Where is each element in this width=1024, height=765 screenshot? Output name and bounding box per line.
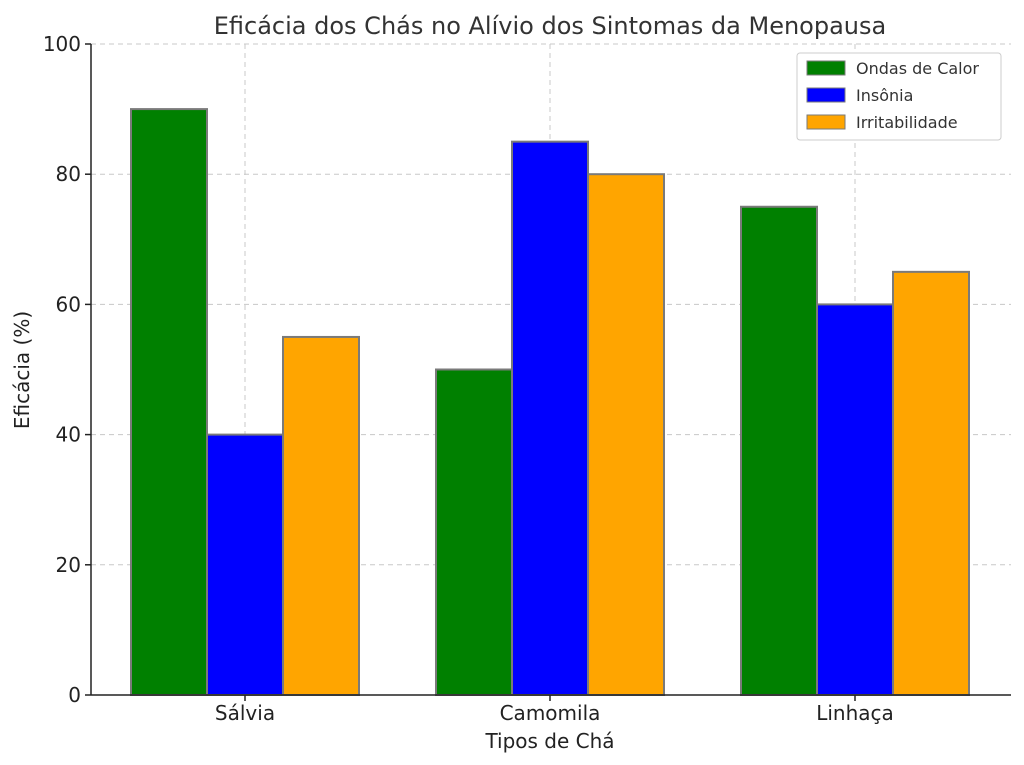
y-tick-label: 20: [56, 553, 81, 577]
legend-entry: Insônia: [856, 86, 913, 105]
bar-ondas-de-calor-2: [740, 205, 818, 696]
y-tick-label: 60: [56, 292, 81, 316]
y-axis-label: Eficácia (%): [10, 311, 34, 429]
chart-title: Eficácia dos Chás no Alívio dos Sintomas…: [214, 12, 886, 40]
bar-ondas-de-calor-1: [435, 368, 513, 696]
legend-entry: Irritabilidade: [856, 113, 958, 132]
bar-insônia-2: [816, 303, 894, 696]
bars: [130, 108, 970, 697]
y-tick-label: 0: [68, 683, 81, 707]
bar-ondas-de-calor-0: [130, 108, 208, 697]
x-tick-label: Sálvia: [215, 701, 275, 725]
y-tick-label: 40: [56, 423, 81, 447]
legend-entry: Ondas de Calor: [856, 59, 979, 78]
bar-irritabilidade-1: [587, 173, 665, 696]
y-tick-labels: 0 20 40 60 80 100: [43, 32, 91, 707]
x-axis-label: Tipos de Chá: [484, 729, 614, 753]
y-tick-label: 80: [56, 162, 81, 186]
y-tick-label: 100: [43, 32, 81, 56]
bar-insônia-1: [511, 140, 589, 696]
bar-irritabilidade-2: [892, 270, 970, 696]
legend-swatch: [806, 114, 846, 130]
x-tick-labels: Sálvia Camomila Linhaça: [215, 695, 894, 725]
x-tick-label: Linhaça: [816, 701, 894, 725]
bar-insônia-0: [206, 433, 284, 696]
bar-irritabilidade-0: [282, 335, 360, 696]
legend: Ondas de Calor Insônia Irritabilidade: [796, 52, 1002, 141]
legend-swatch: [806, 60, 846, 76]
x-tick-label: Camomila: [500, 701, 601, 725]
legend-swatch: [806, 87, 846, 103]
legend-box: [796, 52, 1002, 141]
